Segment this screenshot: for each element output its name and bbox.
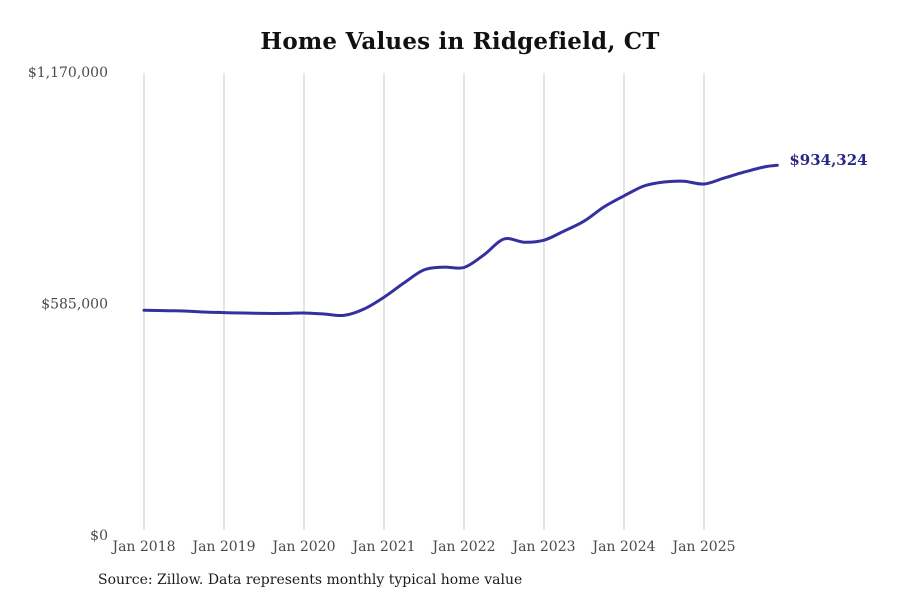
chart-title: Home Values in Ridgefield, CT <box>260 28 660 55</box>
x-axis-tick-label: Jan 2023 <box>510 539 575 555</box>
x-axis-tick-label: Jan 2019 <box>190 539 255 555</box>
home-value-line <box>142 163 779 318</box>
y-axis-tick-label: $1,170,000 <box>28 65 108 81</box>
source-note: Source: Zillow. Data represents monthly … <box>98 572 523 588</box>
x-axis-tick-label: Jan 2021 <box>350 539 415 555</box>
x-axis-tick-label: Jan 2018 <box>110 539 175 555</box>
x-axis-tick-label: Jan 2022 <box>430 539 495 555</box>
x-axis-tick-label: Jan 2020 <box>270 539 335 555</box>
x-axis-tick-label: Jan 2025 <box>670 539 735 555</box>
x-axis-tick-label: Jan 2024 <box>590 539 655 555</box>
latest-value-label: $934,324 <box>789 151 868 170</box>
y-axis-tick-label: $0 <box>90 528 108 544</box>
y-axis-tick-label: $585,000 <box>41 297 108 313</box>
